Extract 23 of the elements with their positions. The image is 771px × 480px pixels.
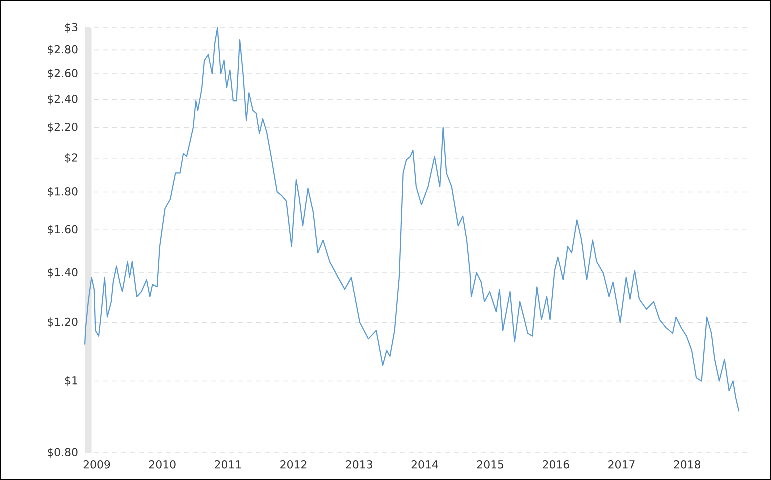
x-tick-label: 2018	[674, 460, 701, 469]
y-tick-label: $2.80	[48, 45, 78, 56]
x-tick-label: 2014	[412, 460, 438, 469]
y-tick-label: $0.80	[48, 448, 78, 458]
line-series	[84, 27, 740, 412]
x-tick-label: 2010	[149, 460, 176, 469]
x-tick-label: 2011	[215, 460, 242, 469]
y-tick-label: $1.80	[48, 187, 78, 198]
y-tick-label: $3	[65, 23, 78, 33]
x-tick-label: 2013	[346, 460, 372, 469]
x-tick-label: 2017	[608, 460, 635, 469]
x-tick-label: 2009	[84, 460, 110, 469]
y-tick-label: $2.20	[48, 122, 78, 133]
y-tick-label: $1.40	[48, 268, 78, 278]
y-tick-label: $1	[65, 376, 78, 386]
y-tick-label: $2.60	[48, 69, 78, 79]
y-tick-label: $1.20	[48, 318, 78, 328]
x-tick-label: 2015	[477, 460, 504, 469]
x-tick-label: 2016	[543, 460, 570, 469]
x-tick-label: 2012	[280, 460, 307, 469]
y-tick-label: $2	[65, 153, 78, 164]
y-tick-label: $2.40	[48, 94, 78, 105]
y-tick-label: $1.60	[48, 225, 78, 236]
